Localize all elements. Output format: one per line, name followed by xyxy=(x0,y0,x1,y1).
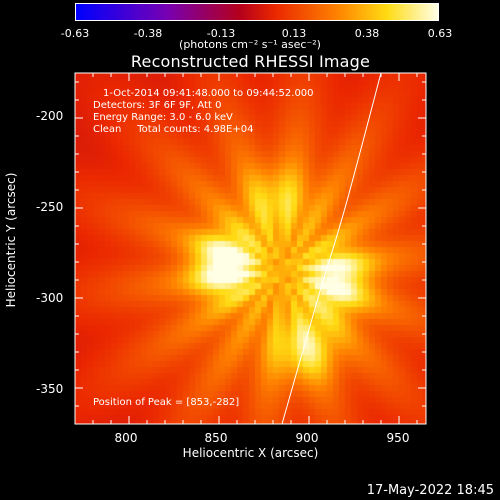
y-tick-label: -300 xyxy=(36,291,64,305)
colorbar-tick: -0.13 xyxy=(206,27,236,40)
plot-frame xyxy=(74,72,427,425)
chart-title: Reconstructed RHESSI Image xyxy=(130,52,371,71)
colorbar-tick: -0.63 xyxy=(60,27,90,40)
plot-date: 17-May-2022 18:45 xyxy=(366,483,494,498)
colorbar-tick: -0.38 xyxy=(133,27,163,40)
colorbar-units: (photons cm⁻² s⁻¹ asec⁻²) xyxy=(179,38,321,51)
colorbar-tick: 0.38 xyxy=(354,27,380,40)
x-axis-label: Heliocentric X (arcsec) xyxy=(182,446,319,460)
x-tick-label: 900 xyxy=(295,431,319,445)
y-tick-label: -200 xyxy=(36,109,64,123)
heatmap-image xyxy=(75,73,426,424)
y-axis-label: Heliocentric Y (arcsec) xyxy=(4,172,18,308)
y-tick-label: -350 xyxy=(36,382,64,396)
info-clean-counts: Clean Total counts: 4.98E+04 xyxy=(93,124,254,135)
info-detectors: Detectors: 3F 6F 9F, Att 0 xyxy=(93,100,222,111)
y-tick-label: -250 xyxy=(36,200,64,214)
x-tick-label: 850 xyxy=(204,431,228,445)
colorbar xyxy=(75,3,439,21)
peak-position-label: Position of Peak = [853,-282] xyxy=(93,397,240,408)
colorbar-gradient xyxy=(76,4,438,20)
x-tick-label: 950 xyxy=(386,431,410,445)
info-time-range: 1-Oct-2014 09:41:48.000 to 09:44:52.000 xyxy=(103,88,314,99)
info-energy-range: Energy Range: 3.0 - 6.0 keV xyxy=(93,112,233,123)
colorbar-tick: 0.63 xyxy=(427,27,453,40)
solar-limb-line xyxy=(281,73,382,424)
colorbar-tick: 0.13 xyxy=(281,27,307,40)
x-tick-label: 800 xyxy=(114,431,138,445)
